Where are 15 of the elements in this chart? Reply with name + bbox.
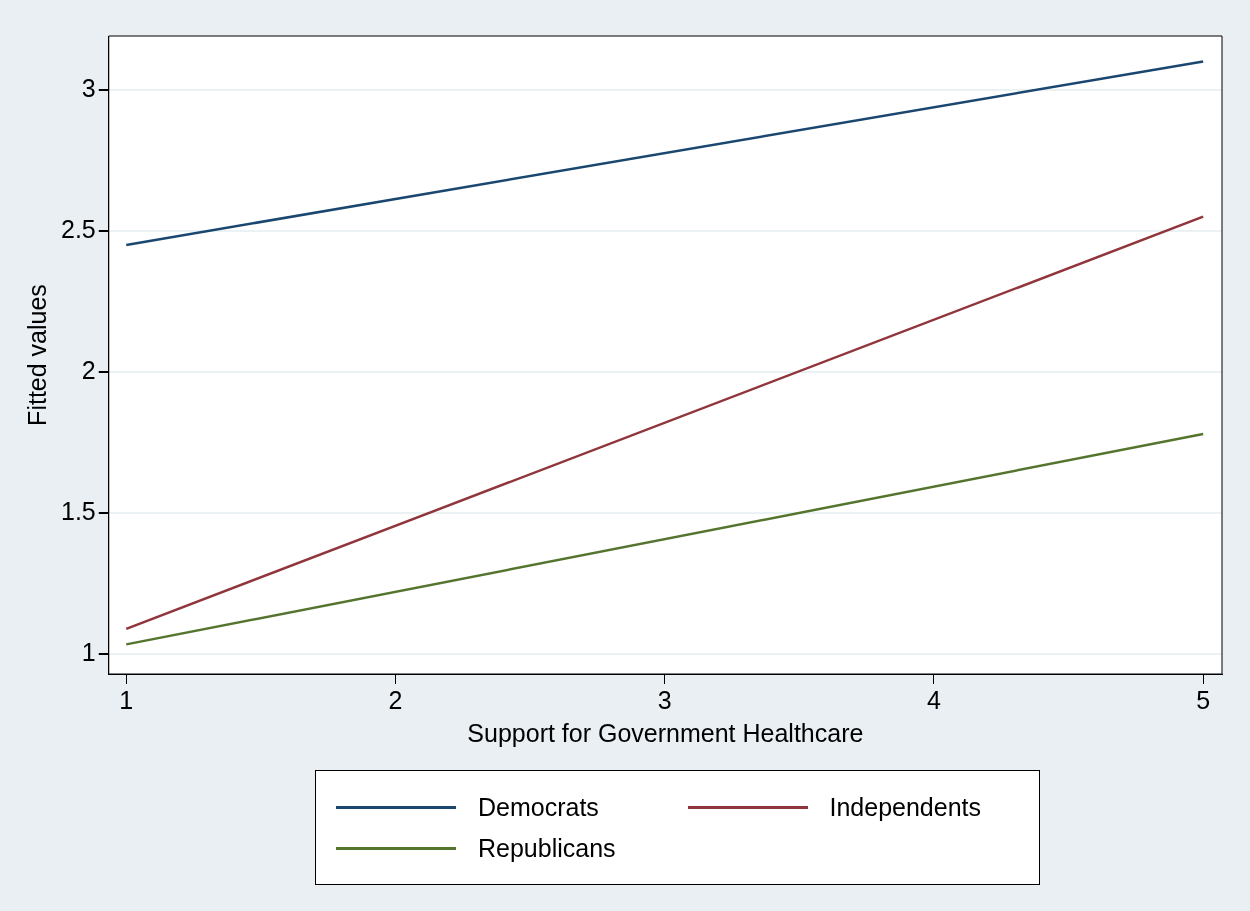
x-tick-label: 1 (119, 685, 134, 714)
x-tick-label: 5 (1196, 685, 1211, 714)
y-axis-title: Fitted values (22, 284, 51, 426)
y-tick-label: 1 (81, 638, 96, 667)
x-tick-label: 4 (926, 685, 941, 714)
y-tick-label: 1.5 (60, 496, 96, 525)
legend-label: Republicans (478, 833, 616, 863)
x-axis-title: Support for Government Healthcare (467, 718, 864, 747)
y-tick-label: 2.5 (60, 214, 96, 243)
legend-label: Independents (829, 792, 982, 822)
y-tick-label: 3 (81, 73, 96, 102)
x-tick-label: 2 (388, 685, 403, 714)
legend-label: Democrats (478, 792, 599, 822)
x-tick-label: 3 (657, 685, 672, 714)
y-tick-label: 2 (81, 355, 96, 384)
